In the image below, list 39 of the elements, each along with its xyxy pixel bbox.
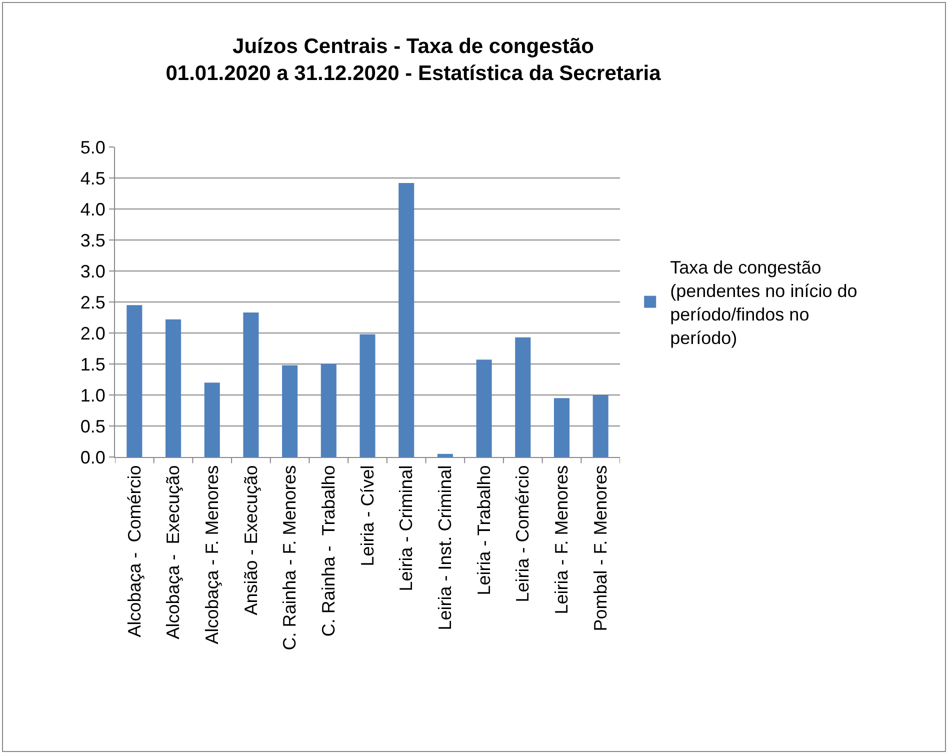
bar	[166, 319, 182, 457]
bar	[592, 395, 608, 457]
bar	[437, 454, 453, 457]
legend-label: Taxa de congestão (pendentes no início do período/findos no período)	[670, 258, 858, 348]
bar	[126, 305, 142, 457]
y-tick-label: 0.0	[80, 447, 106, 468]
x-tick-label: C. Rainha - F. Menores	[280, 465, 300, 650]
x-tick-label: Alcobaça - F. Menores	[202, 465, 222, 644]
bar	[398, 182, 414, 457]
x-tick-label: Leiria - F. Menores	[552, 465, 572, 614]
x-tick-label: Leiria - Trabalho	[474, 465, 494, 596]
x-tick-label: Leiria - Criminal	[396, 465, 416, 592]
y-tick-label: 2.5	[80, 292, 106, 312]
y-tick-label: 4.5	[80, 168, 106, 188]
y-tick-label: 2.0	[80, 323, 106, 344]
y-tick-label: 0.5	[80, 416, 106, 436]
y-tick-label: 5.0	[80, 137, 106, 158]
x-tick-label: Leiria - Inst. Criminal	[435, 465, 456, 630]
y-tick-label: 4.0	[80, 199, 106, 220]
x-tick-label: Pombal - F. Menores	[590, 465, 610, 632]
x-tick-label: Alcobaça - Execução	[163, 465, 184, 640]
bar	[204, 382, 220, 457]
bar	[320, 364, 336, 457]
x-tick-label: C. Rainha - Trabalho	[318, 465, 338, 637]
x-tick-label: Alcobaça - Comércio	[124, 465, 144, 638]
bar	[554, 398, 570, 457]
chart-title: Juízos Centrais - Taxa de congestão 01.01.2020 a 31.12.2020 - Estatística da Secretaria	[166, 34, 662, 86]
x-tick-label: Leiria - Cível	[357, 465, 378, 566]
x-tick-label: Leiria - Comércio	[512, 465, 533, 602]
bar	[243, 312, 259, 457]
y-tick-label: 3.5	[80, 230, 106, 250]
y-tick-label: 3.0	[80, 261, 106, 282]
bar	[360, 334, 376, 457]
bar	[282, 365, 298, 457]
y-tick-label: 1.0	[80, 385, 106, 406]
bar	[476, 360, 492, 457]
bar	[515, 337, 531, 457]
x-tick-label: Ansião - Execução	[240, 465, 261, 616]
y-tick-label: 1.5	[80, 354, 106, 374]
